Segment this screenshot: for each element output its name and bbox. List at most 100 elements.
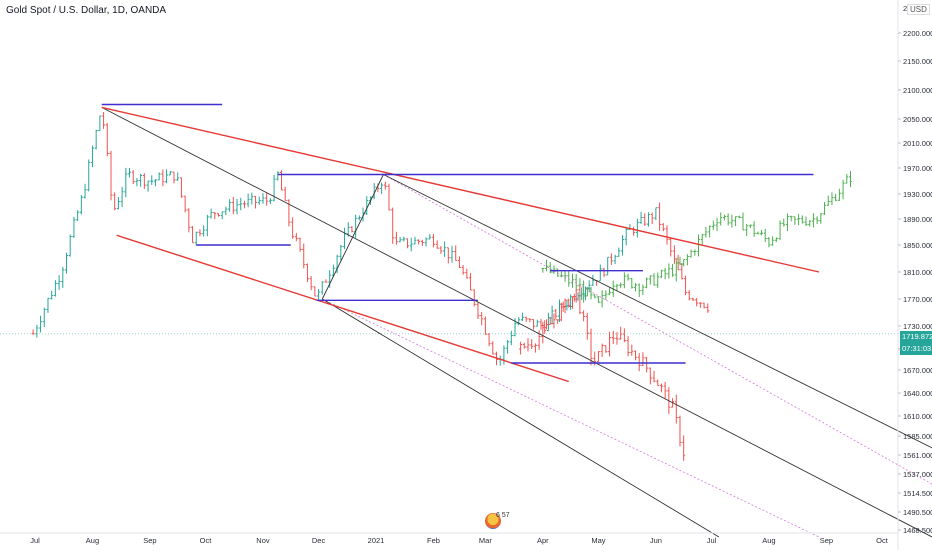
projection-bar <box>593 294 597 299</box>
price-bar <box>650 212 654 225</box>
projection-bar <box>630 277 634 289</box>
x-tick-label: Sep <box>143 536 156 545</box>
price-bar <box>298 237 302 252</box>
price-bar <box>161 169 165 187</box>
price-bar <box>591 274 595 286</box>
decline-bar <box>578 285 582 315</box>
price-bar <box>524 316 528 322</box>
price-bar <box>606 256 610 276</box>
decline-bar <box>541 321 545 344</box>
price-bar <box>554 308 558 319</box>
price-bar <box>113 192 117 211</box>
decline-bar <box>674 394 678 424</box>
price-bar <box>116 197 120 210</box>
projection-bar <box>596 296 600 303</box>
channel-line <box>101 107 932 538</box>
price-bar <box>68 234 72 257</box>
price-bar <box>205 214 209 237</box>
projection-bar <box>845 174 849 184</box>
price-bar <box>483 316 487 335</box>
price-bar <box>187 208 191 233</box>
projection-bar <box>667 263 671 279</box>
price-bar <box>446 247 450 264</box>
y-tick-label: 1585.000 <box>903 432 932 441</box>
price-bar <box>250 192 254 205</box>
decline-bar <box>563 298 567 314</box>
price-bar <box>194 231 198 246</box>
y-tick-label: 1561.000 <box>903 451 932 460</box>
projection-bar <box>671 263 675 277</box>
projection-bar <box>582 280 586 303</box>
price-bar <box>313 286 317 297</box>
decline-bar <box>585 312 589 340</box>
price-bar <box>365 196 369 216</box>
price-bar <box>242 200 246 209</box>
x-tick-label: Jul <box>707 536 717 545</box>
y-tick-label: 1890.000 <box>903 215 932 224</box>
projection-bar <box>678 256 682 266</box>
decline-bar <box>589 328 593 366</box>
currency-label[interactable]: USD <box>907 4 930 15</box>
projection-bar <box>556 268 560 277</box>
price-bar <box>79 194 83 215</box>
price-bar <box>146 180 150 192</box>
x-tick-label: Oct <box>200 536 213 545</box>
projection-bar <box>648 275 652 285</box>
price-bar <box>157 172 161 181</box>
price-bar <box>491 341 495 355</box>
projection-bar <box>837 188 841 201</box>
price-bar <box>46 297 50 313</box>
decline-bar <box>663 381 667 399</box>
price-bar <box>684 275 688 296</box>
projection-bar <box>756 231 760 235</box>
price-bar <box>372 183 376 200</box>
price-bar <box>406 238 410 249</box>
y-tick-label: 1730.000 <box>903 322 932 331</box>
y-tick-label: 2050.000 <box>903 115 932 124</box>
price-bar <box>339 244 343 261</box>
projection-bar <box>841 179 845 200</box>
channel-line <box>321 174 384 300</box>
decline-bar <box>641 352 645 366</box>
x-tick-label: May <box>591 536 605 545</box>
projection-bar <box>626 273 630 281</box>
price-bar <box>624 227 628 246</box>
projection-bar <box>715 217 719 232</box>
price-bar <box>254 196 258 209</box>
projection-bar <box>697 234 701 257</box>
price-bar <box>350 226 354 233</box>
projection-bar <box>785 213 789 232</box>
price-bar <box>172 171 176 184</box>
price-bar <box>291 217 295 239</box>
projection-bar <box>652 273 656 286</box>
price-bar <box>598 264 602 282</box>
price-bar <box>569 294 573 310</box>
projection-bar <box>797 214 801 226</box>
decline-bar <box>645 356 649 373</box>
y-tick-label: 1468.500 <box>903 526 932 535</box>
price-bar <box>509 330 513 346</box>
price-bar <box>565 300 569 311</box>
x-tick-label: Sep <box>820 536 833 545</box>
price-bar <box>498 355 502 366</box>
price-bar <box>87 159 91 192</box>
price-bar <box>153 179 157 187</box>
y-tick-label: 1640.000 <box>903 389 932 398</box>
price-bar <box>224 206 228 216</box>
y-tick-label: 1514.500 <box>903 489 932 498</box>
price-bar <box>302 243 306 269</box>
decline-bar <box>611 330 615 345</box>
decline-bar <box>633 350 637 361</box>
price-bar <box>635 218 639 238</box>
price-bar <box>65 252 69 274</box>
price-bar <box>535 319 539 327</box>
price-bar <box>309 276 313 291</box>
x-tick-label: Aug <box>762 536 775 545</box>
price-bar <box>661 223 665 232</box>
projection-bar <box>760 230 764 236</box>
price-bar <box>528 318 532 323</box>
price-bar <box>98 115 102 132</box>
price-bar <box>90 145 94 168</box>
